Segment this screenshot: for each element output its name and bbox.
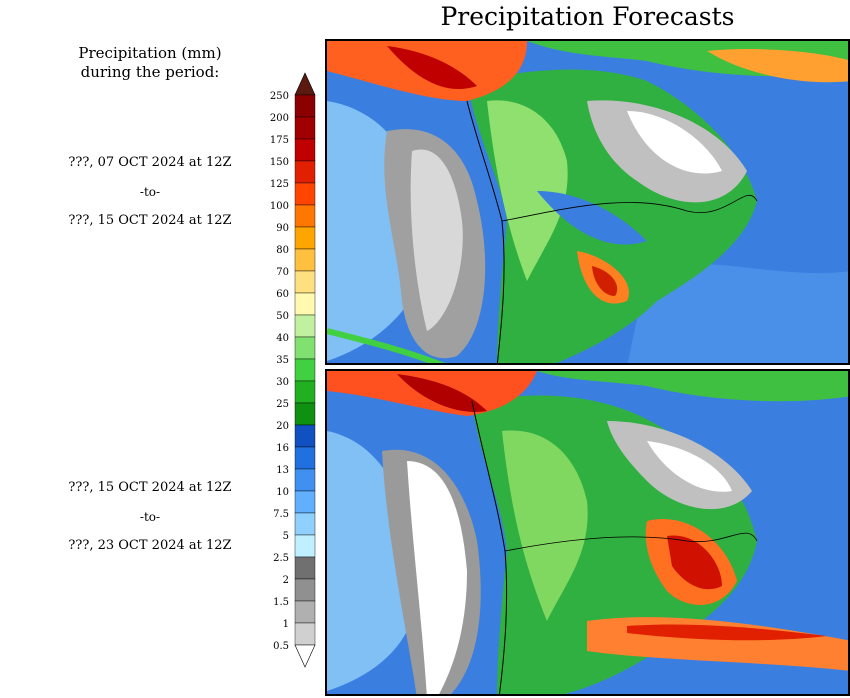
colorbar-tick-label: 1.5 [273, 597, 289, 608]
colorbar-swatch [294, 204, 316, 228]
colorbar-swatch [294, 446, 316, 470]
precipitation-colorbar: 2502001751501251009080706050403530252016… [270, 72, 316, 668]
colorbar-swatch [294, 116, 316, 140]
colorbar-tick-label: 2.5 [273, 553, 289, 564]
colorbar-tick-label: 60 [276, 289, 289, 300]
colorbar-tick-label: 2 [283, 575, 289, 586]
colorbar-swatch [294, 534, 316, 558]
period-1-end: ???, 15 OCT 2024 at 12Z [68, 213, 232, 228]
colorbar-tick-label: 25 [276, 399, 289, 410]
colorbar-tick-label: 80 [276, 245, 289, 256]
colorbar-swatch [294, 490, 316, 514]
colorbar-tick-label: 40 [276, 333, 289, 344]
colorbar-tick-label: 7.5 [273, 509, 289, 520]
colorbar-tick-label: 0.5 [273, 641, 289, 652]
colorbar-tick-label: 125 [270, 179, 289, 190]
period-2-end: ???, 23 OCT 2024 at 12Z [68, 538, 232, 553]
colorbar-swatch [294, 424, 316, 448]
colorbar-swatch [294, 248, 316, 272]
colorbar-swatch [294, 292, 316, 316]
colorbar-tick-label: 150 [270, 157, 289, 168]
colorbar-top-arrow [294, 72, 316, 96]
chart-title: Precipitation Forecasts [440, 2, 735, 31]
legend-heading-line-2: during the period: [80, 63, 220, 81]
colorbar-tick-label: 16 [276, 443, 289, 454]
colorbar-tick-label: 175 [270, 135, 289, 146]
colorbar-swatch [294, 402, 316, 426]
colorbar-swatch [294, 270, 316, 294]
colorbar-swatch [294, 226, 316, 250]
colorbar-tick-label: 100 [270, 201, 289, 212]
legend-heading: Precipitation (mm) during the period: [40, 44, 260, 82]
colorbar-swatch [294, 578, 316, 602]
colorbar-tick-label: 200 [270, 113, 289, 124]
colorbar-swatch [294, 138, 316, 162]
forecast-map-period-1 [325, 39, 850, 365]
colorbar-swatch [294, 512, 316, 536]
colorbar-tick-label: 1 [283, 619, 289, 630]
period-2-start: ???, 15 OCT 2024 at 12Z [68, 480, 232, 495]
colorbar-swatch [294, 556, 316, 580]
colorbar-tick-label: 35 [276, 355, 289, 366]
colorbar-tick-label: 250 [270, 91, 289, 102]
period-1-separator: -to- [139, 185, 161, 199]
colorbar-tick-label: 30 [276, 377, 289, 388]
colorbar-swatch [294, 468, 316, 492]
colorbar-bottom-arrow [294, 644, 316, 668]
colorbar-tick-label: 50 [276, 311, 289, 322]
legend-heading-line-1: Precipitation (mm) [78, 44, 222, 62]
colorbar-swatch [294, 336, 316, 360]
colorbar-swatch [294, 380, 316, 404]
colorbar-tick-label: 90 [276, 223, 289, 234]
colorbar-tick-label: 20 [276, 421, 289, 432]
colorbar-swatch [294, 160, 316, 184]
colorbar-swatch [294, 94, 316, 118]
colorbar-tick-label: 70 [276, 267, 289, 278]
map-1-image [327, 41, 848, 363]
colorbar-tick-label: 5 [283, 531, 289, 542]
map-2-image [327, 371, 848, 694]
colorbar-swatch [294, 600, 316, 624]
period-1-start: ???, 07 OCT 2024 at 12Z [68, 155, 232, 170]
colorbar-tick-label: 13 [276, 465, 289, 476]
colorbar-tick-label: 10 [276, 487, 289, 498]
colorbar-swatch [294, 182, 316, 206]
colorbar-swatch [294, 314, 316, 338]
colorbar-swatch [294, 358, 316, 382]
forecast-map-period-2 [325, 369, 850, 696]
period-2-separator: -to- [139, 510, 161, 524]
colorbar-swatch [294, 622, 316, 646]
